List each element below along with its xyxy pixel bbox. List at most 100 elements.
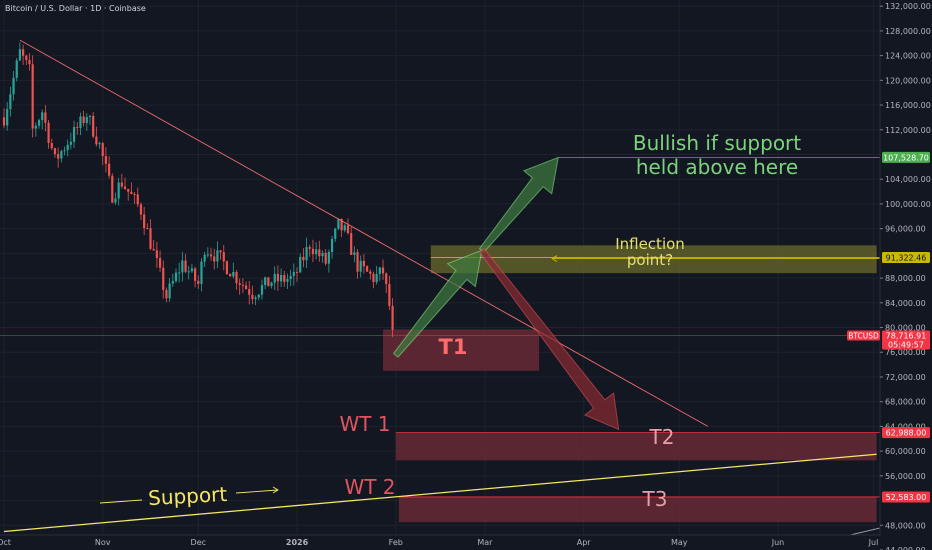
candle-body bbox=[197, 280, 200, 284]
chart-title: Bitcoin / U.S. Dollar · 1D · Coinbase bbox=[5, 4, 146, 13]
t3-label: T3 bbox=[642, 487, 668, 511]
price-tick-label: 48,000.00 bbox=[885, 521, 926, 530]
time-axis-background bbox=[0, 535, 880, 550]
price-label-text: 107,528.70 bbox=[883, 153, 929, 162]
zone-t2 bbox=[395, 432, 877, 461]
candle-body bbox=[187, 271, 190, 273]
candle-body bbox=[50, 143, 53, 149]
candle-body bbox=[133, 194, 136, 196]
wt2-label: WT 2 bbox=[344, 475, 395, 499]
candle-body bbox=[25, 55, 28, 60]
candle-body bbox=[343, 225, 346, 231]
candle-body bbox=[359, 260, 362, 272]
bearish-arrow bbox=[478, 247, 620, 431]
candle-body bbox=[299, 256, 302, 273]
candle-body bbox=[318, 249, 321, 257]
candle-body bbox=[136, 194, 139, 205]
inflection-note: Inflection point? bbox=[615, 235, 685, 269]
price-label-box bbox=[882, 151, 930, 163]
candle-body bbox=[353, 252, 356, 255]
candle-body bbox=[229, 274, 232, 277]
candle-body bbox=[362, 260, 366, 267]
candle-body bbox=[356, 252, 359, 272]
time-tick-label: May bbox=[671, 538, 688, 547]
candle-body bbox=[44, 112, 47, 123]
candle-body bbox=[171, 281, 174, 284]
candle-body bbox=[139, 204, 143, 215]
candle-body bbox=[15, 60, 18, 78]
price-tick-label: 72,000.00 bbox=[885, 373, 926, 382]
candle-body bbox=[181, 260, 184, 273]
candle-body bbox=[60, 151, 63, 159]
candle-body bbox=[165, 289, 168, 299]
candle-body bbox=[18, 49, 22, 61]
candle-body bbox=[143, 214, 146, 229]
candle-body bbox=[276, 273, 280, 282]
candle-body bbox=[66, 144, 69, 151]
candle-body bbox=[117, 182, 120, 199]
candle-body bbox=[194, 268, 197, 281]
bullish-note-line: held above here bbox=[636, 155, 798, 179]
candle-body bbox=[178, 272, 181, 274]
support-pointer-arrow bbox=[235, 486, 279, 494]
price-axis-background bbox=[880, 0, 932, 550]
price-label-box bbox=[882, 252, 930, 264]
candle-body bbox=[108, 163, 111, 176]
candle-body bbox=[155, 250, 158, 259]
candle-body bbox=[76, 127, 79, 129]
price-tick-label: 116,000.00 bbox=[885, 101, 931, 110]
candle-body bbox=[82, 116, 85, 123]
candle-body bbox=[85, 117, 88, 123]
candle-body bbox=[22, 49, 25, 56]
candle-body bbox=[302, 256, 305, 261]
candle-body bbox=[381, 267, 385, 274]
candle-body bbox=[9, 94, 12, 110]
candle-body bbox=[127, 188, 130, 192]
candle-body bbox=[53, 148, 57, 155]
bullish-note-line: Bullish if support bbox=[633, 131, 801, 155]
candle-body bbox=[286, 279, 289, 282]
zone-inflection bbox=[430, 245, 877, 274]
candle-body bbox=[375, 273, 378, 283]
symbol-box bbox=[847, 330, 880, 341]
inflection-pointer-arrow-head bbox=[551, 255, 558, 262]
time-tick-label: Jul bbox=[868, 538, 879, 547]
candle-body bbox=[251, 294, 254, 300]
candle-body bbox=[184, 260, 187, 272]
candle-body bbox=[120, 182, 123, 187]
candle-body bbox=[146, 228, 149, 230]
candle-body bbox=[174, 272, 178, 282]
candle-body bbox=[327, 251, 330, 264]
t2-label: T2 bbox=[649, 425, 675, 449]
candle-body bbox=[340, 218, 343, 231]
candle-body bbox=[279, 275, 283, 282]
bullish-note: Bullish if support held above here bbox=[633, 131, 801, 179]
price-tick-label: 120,000.00 bbox=[885, 76, 931, 85]
candle-body bbox=[41, 112, 44, 121]
candle-body bbox=[6, 109, 9, 126]
price-label-box bbox=[882, 491, 930, 503]
candle-body bbox=[57, 154, 60, 159]
candle-body bbox=[200, 261, 203, 284]
candle-body bbox=[168, 283, 171, 299]
candle-body bbox=[162, 267, 165, 290]
time-tick-label: Oct bbox=[0, 538, 11, 547]
candle-body bbox=[235, 271, 238, 284]
candle-body bbox=[37, 120, 41, 126]
price-tick-label: 76,000.00 bbox=[885, 348, 926, 357]
countdown-label: 05:49:57 bbox=[888, 340, 924, 349]
candle-body bbox=[101, 143, 104, 157]
candle-body bbox=[130, 191, 133, 195]
candle-body bbox=[254, 297, 257, 300]
candle-body bbox=[31, 64, 34, 129]
candle-body bbox=[289, 275, 292, 280]
candle-body bbox=[273, 273, 276, 283]
candle-body bbox=[123, 186, 127, 189]
candle-body bbox=[225, 261, 229, 275]
candle-body bbox=[334, 228, 337, 239]
price-tick-label: 56,000.00 bbox=[885, 472, 926, 481]
downtrend-trendline bbox=[19, 39, 709, 427]
t1-label: T1 bbox=[439, 335, 468, 359]
candle-body bbox=[232, 271, 235, 277]
